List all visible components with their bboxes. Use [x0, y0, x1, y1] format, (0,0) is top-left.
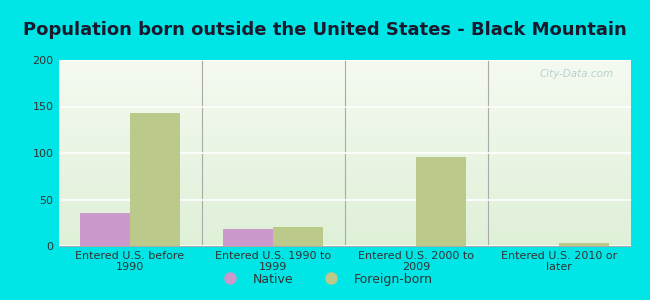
Bar — [80, 214, 130, 246]
Bar — [416, 157, 466, 246]
Bar — [130, 113, 180, 246]
Text: Population born outside the United States - Black Mountain: Population born outside the United State… — [23, 21, 627, 39]
Text: City-Data.com: City-Data.com — [540, 69, 614, 79]
Bar — [223, 229, 273, 246]
Legend: Native, Foreign-born: Native, Foreign-born — [213, 268, 437, 291]
Bar — [273, 227, 323, 246]
Bar — [559, 243, 609, 246]
